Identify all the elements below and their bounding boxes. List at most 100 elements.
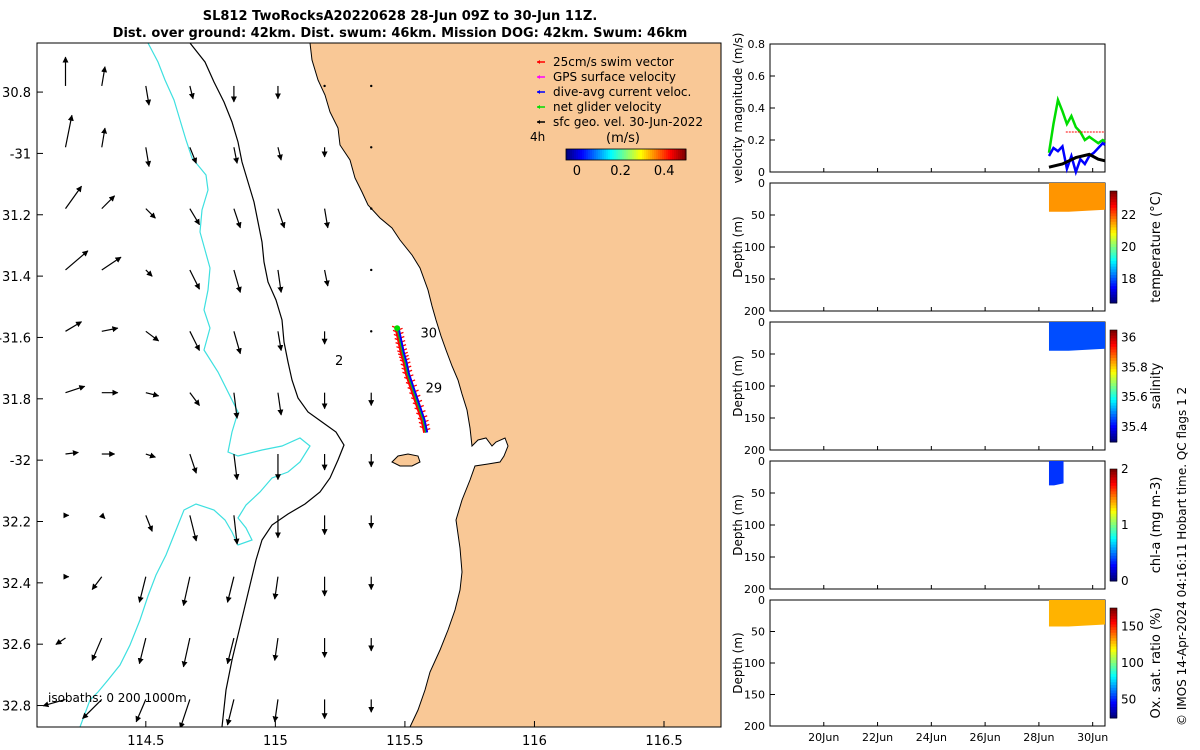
colorbar-frame [1109,468,1118,582]
colorbar-cell [566,149,569,160]
colorbar-tick-label: 35.6 [1121,390,1148,404]
colorbar-cell [1110,277,1117,282]
colorbar-tick-label: 18 [1121,272,1136,286]
colorbar-cell [1110,266,1117,270]
colorbar-tick-label: 36 [1121,330,1136,344]
colorbar-cell [1110,682,1117,686]
colorbar-cell [1110,272,1117,276]
colorbar-cell [1110,286,1117,290]
colorbar-cell [656,149,659,160]
colorbar-cell [614,149,617,160]
map-x-tick-label: 116.5 [645,734,682,749]
colorbar-cell [1110,483,1117,487]
colorbar-cell [582,149,585,160]
dive-avg-current-track [396,327,429,433]
colorbar-cell [1110,608,1117,612]
colorbar-cell [616,149,619,160]
panel-ytick-label: 150 [744,412,765,425]
colorbar-cell [1110,422,1117,426]
colorbar-cell [1110,485,1117,490]
time-tick-label: 22Jun [862,731,893,744]
colorbar-cell [1110,613,1117,617]
colorbar-cell [1110,665,1117,669]
map-y-tick-label: -31.6 [0,331,31,346]
panel-ytick-label: 200 [744,305,765,318]
colorbar-cell [1110,550,1117,554]
colorbar-cell [1110,547,1117,551]
colorbar-cell [1110,338,1117,342]
colorbar-cell [1110,335,1117,339]
colorbar-cell [1110,690,1117,694]
colorbar-cell [684,149,687,160]
colorbar-cell [594,149,597,160]
map-y-tick-label: 32.8 [2,700,31,715]
colorbar-cell [670,149,673,160]
colorbar-cell [638,149,641,160]
colorbar-tick-label: 0.2 [610,164,631,179]
geo-vector [277,331,284,352]
colorbar-cell [658,149,661,160]
geo-vector-point [323,84,326,88]
colorbar-cell [1110,372,1117,376]
colorbar-cell [1110,369,1117,373]
panel-ylabel: Depth (m) [731,494,745,555]
colorbar-cell [1110,668,1117,672]
legend-swatch-head [537,90,540,94]
panel-ytick-label: 0.8 [748,38,766,51]
colorbar-cell [1110,263,1117,268]
geo-vector [64,114,74,148]
land-area [310,43,721,727]
colorbar-cell [1110,414,1117,418]
panel-ytick-label: 50 [751,626,765,639]
colorbar-cell [1110,707,1117,711]
geo-vector [145,452,156,459]
geo-vector-point [370,84,373,88]
geo-vector [277,392,284,416]
time-tick-label: 28Jun [1023,731,1054,744]
legend-swatch-head [537,60,540,64]
colorbar-cell [1110,660,1117,664]
time-axis: 20Jun 22Jun 24Jun 26Jun 28Jun 30Jun [808,731,1108,744]
colorbar-cell [1110,233,1117,237]
panel-ytick-label: 150 [744,551,765,564]
day-label: 29 [426,382,443,397]
colorbar-cell [1110,519,1117,523]
colorbar-cell [646,149,649,160]
colorbar-cell [598,149,601,160]
legend-swatch-head [537,105,540,109]
colorbar-cell [1110,704,1117,708]
colorbar-cell [1110,544,1117,548]
colorbar-cell [1110,227,1117,231]
panel-ytick-label: 0 [758,166,765,179]
colorbar-cell [662,149,665,160]
map-y-tick-label: -32 [10,454,31,469]
panel-ylabel: Depth (m) [731,632,745,693]
geo-vector [233,269,242,293]
map-y-tick-label: 32.4 [2,577,31,592]
colorbar-cell [568,149,571,160]
colorbar-cell [1110,630,1117,634]
colorbar-tick-label: 0.4 [654,164,675,179]
colorbar-cell [1110,715,1117,719]
colorbar-cell [1110,202,1117,206]
colorbar-cell [1110,300,1117,304]
isobath-0m [309,43,509,727]
colorbar-cell [1110,289,1117,293]
panel-ylabel: Depth (m) [731,355,745,416]
legend-swatch-head [537,75,540,79]
colorbar-cell [1110,224,1117,228]
geo-vector [181,637,191,668]
geo-vector [233,453,240,481]
isobath-200m [189,43,345,727]
colorbar-cell [1110,397,1117,401]
panel-0: velocity magnitude (m/s) 0 0.2 0.4 0.6 0.8 [731,33,1106,183]
colorbar-cell [628,149,631,160]
geo-vector [189,147,198,164]
colorbar-tick-label: 22 [1121,208,1136,222]
colorbar-cell [1110,425,1117,429]
map-y-tick-label: 31.4 [2,270,31,285]
colorbar-cell [1110,258,1117,262]
geo-vector [145,391,160,398]
panel-ytick-label: 0 [758,177,765,190]
colorbar-cell [1110,346,1117,351]
